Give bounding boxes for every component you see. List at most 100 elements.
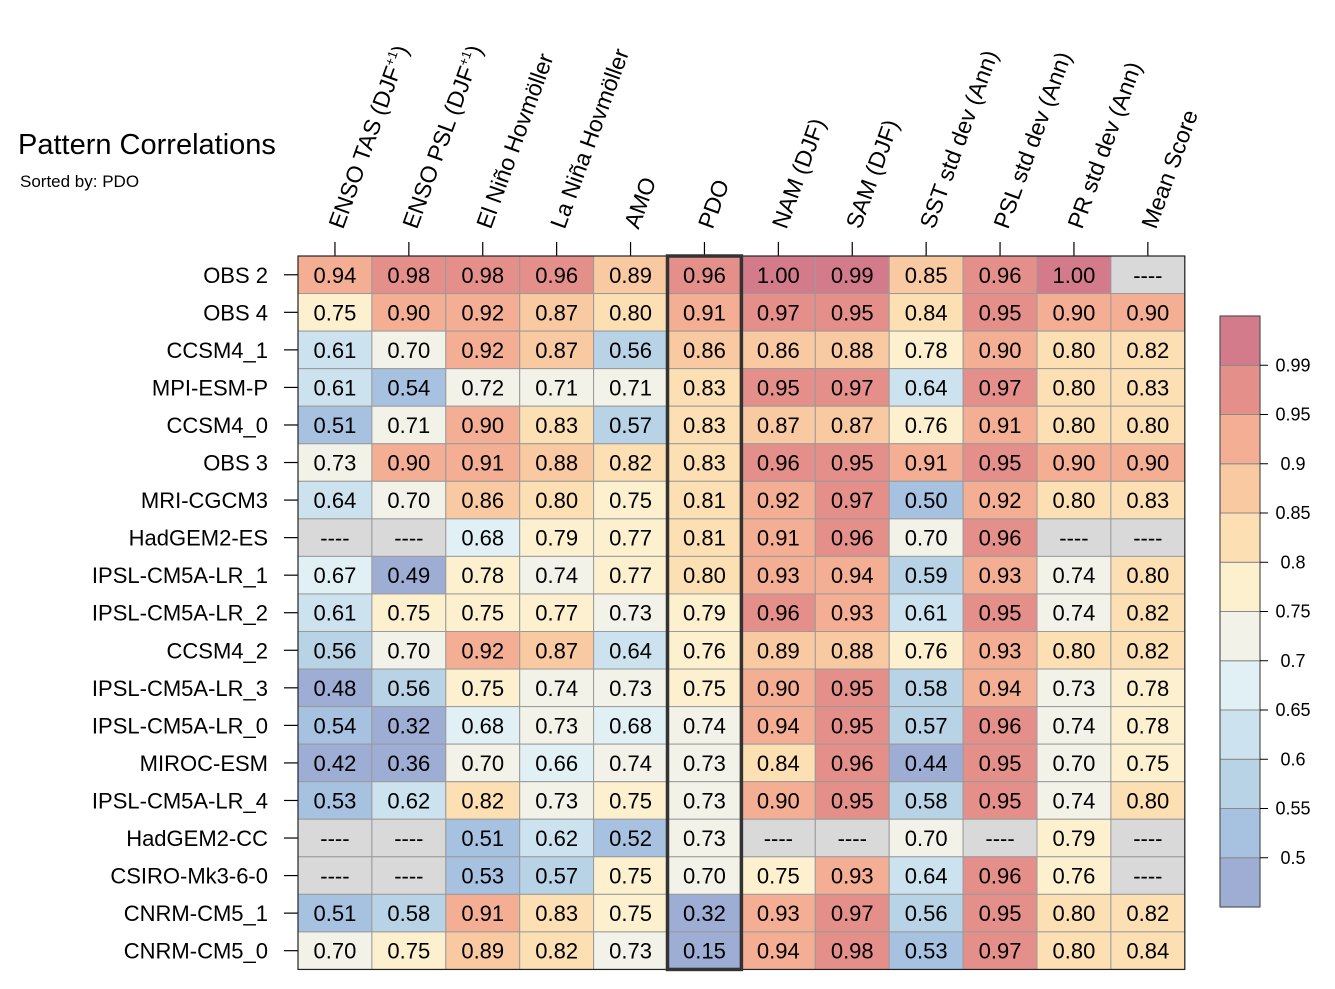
cell-value: 0.75	[314, 300, 357, 325]
cell-value: 0.53	[905, 939, 948, 964]
cell-value: 0.58	[905, 676, 948, 701]
cell-value: 0.90	[757, 788, 800, 813]
column-label: PDO	[693, 176, 734, 232]
heatmap-cell	[814, 518, 890, 557]
cell-value: 0.93	[979, 563, 1022, 588]
sorted-column-highlight	[665, 254, 744, 972]
heatmap-cell	[371, 706, 447, 745]
heatmap-cell	[297, 593, 373, 633]
cell-value: 0.74	[1053, 601, 1096, 626]
heatmap-cell	[519, 368, 595, 407]
cell-value: 0.95	[979, 751, 1022, 776]
heatmap-cell	[888, 743, 964, 783]
heatmap-cell	[445, 668, 521, 708]
row-label: CCSM4_2	[167, 638, 268, 663]
cell-value: 0.61	[314, 601, 357, 626]
cell-value: 0.86	[461, 488, 504, 513]
cell-value: 0.61	[905, 601, 948, 626]
cell-value: 0.68	[461, 526, 504, 551]
cell-value: 0.95	[831, 300, 874, 325]
cell-value: 0.96	[831, 751, 874, 776]
cell-value: 0.83	[683, 451, 726, 476]
cell-value: ----	[394, 526, 423, 551]
cell-value: 0.96	[535, 263, 578, 288]
cell-value: 0.80	[1126, 563, 1169, 588]
cell-value: 0.70	[461, 751, 504, 776]
cell-value: 1.00	[757, 263, 800, 288]
cell-value: 0.87	[535, 638, 578, 663]
cell-value: 0.79	[683, 601, 726, 626]
colorbar-label: 0.75	[1275, 602, 1310, 622]
cell-value: 0.90	[757, 676, 800, 701]
heatmap-cell	[519, 743, 595, 783]
heatmap-cell	[593, 330, 668, 370]
colorbar-box	[1219, 808, 1261, 859]
cell-value: 0.53	[314, 788, 357, 813]
heatmap-cell	[814, 631, 890, 670]
colorbar-label: 0.7	[1280, 651, 1305, 671]
heatmap-cell	[962, 443, 1038, 482]
cell-value: 0.73	[1053, 676, 1096, 701]
row-label: IPSL-CM5A-LR_2	[92, 601, 268, 626]
heatmap-cell	[371, 631, 447, 670]
heatmap-cell	[297, 405, 373, 445]
cell-value: 0.52	[609, 826, 652, 851]
column-label: Mean Score	[1136, 106, 1203, 231]
cell-value: 0.80	[1126, 413, 1169, 438]
heatmap-cell	[297, 330, 373, 370]
cell-value: 0.80	[1053, 413, 1096, 438]
cell-value: 0.97	[831, 488, 874, 513]
cell-value: ----	[1133, 864, 1162, 889]
heatmap-cell	[297, 368, 373, 407]
row-label: OBS 2	[203, 263, 268, 288]
heatmap-cell	[445, 781, 521, 820]
heatmap-cell	[888, 293, 964, 332]
cell-value: 0.75	[461, 601, 504, 626]
heatmap-cell	[814, 255, 890, 295]
heatmap-cell	[297, 518, 373, 557]
colorbar-label: 0.55	[1275, 799, 1310, 819]
cell-value: 0.70	[387, 488, 430, 513]
heatmap-cell	[371, 931, 447, 970]
cell-value: 0.57	[905, 713, 948, 738]
cell-value: 0.50	[905, 488, 948, 513]
heatmap-cell	[1110, 931, 1186, 970]
cell-value: 0.73	[314, 451, 357, 476]
heatmap-cell	[667, 706, 742, 745]
cell-value: 0.87	[535, 338, 578, 363]
cell-value: 0.77	[609, 563, 652, 588]
cell-value: 0.90	[387, 451, 430, 476]
heatmap-cell	[519, 480, 595, 520]
cell-value: 0.82	[1126, 638, 1169, 663]
heatmap-cell	[445, 818, 521, 858]
cell-value: 0.80	[609, 300, 652, 325]
cell-value: 0.97	[979, 375, 1022, 400]
cell-value: 0.36	[387, 751, 430, 776]
cell-value: 0.75	[609, 788, 652, 813]
heatmap-cell	[814, 555, 890, 595]
row-label: IPSL-CM5A-LR_1	[92, 563, 268, 588]
heatmap-cell	[1036, 518, 1112, 557]
cell-value: 0.96	[757, 451, 800, 476]
cell-value: 0.57	[535, 864, 578, 889]
cell-value: 0.98	[461, 263, 504, 288]
cell-value: 0.74	[1053, 788, 1096, 813]
cell-value: 0.80	[1053, 375, 1096, 400]
cell-value: 0.73	[609, 676, 652, 701]
heatmap-cell	[519, 631, 595, 670]
cell-value: 0.95	[831, 713, 874, 738]
heatmap-cell	[519, 593, 595, 633]
cell-value: 0.80	[1053, 939, 1096, 964]
column-label: NAM (DJF)	[767, 115, 831, 232]
heatmap-cell	[519, 931, 595, 970]
cell-value: 0.54	[314, 713, 357, 738]
cell-value: 0.91	[461, 451, 504, 476]
cell-value: 0.81	[683, 488, 726, 513]
cell-value: 0.94	[757, 939, 800, 964]
heatmap-cell	[519, 818, 595, 858]
heatmap-cell	[814, 706, 890, 745]
heatmap-cell	[962, 593, 1038, 633]
cell-value: 0.70	[387, 338, 430, 363]
cell-value: 0.86	[683, 338, 726, 363]
cell-value: 0.70	[905, 826, 948, 851]
